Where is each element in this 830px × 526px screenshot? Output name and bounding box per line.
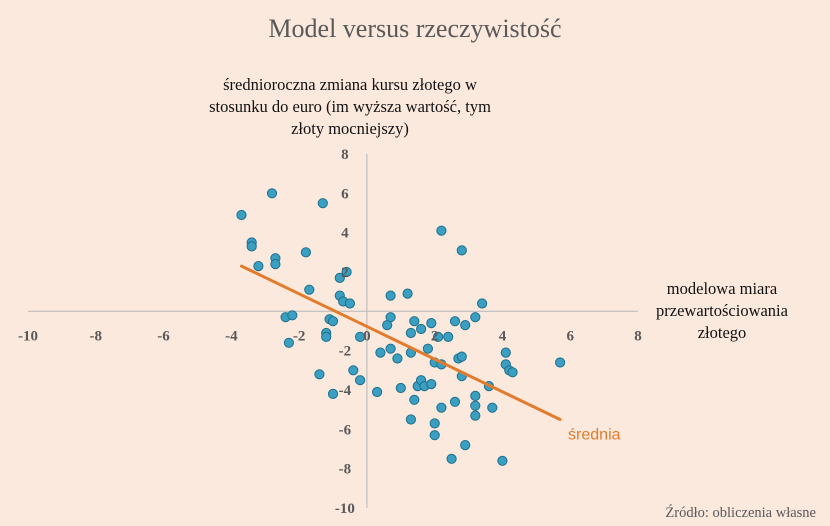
tick-labels: -10 -8 -6 -4 -2 0 2 4 6 8 -10 -8 -6 -4 -2 2 4 6 8: [18, 147, 642, 517]
y-tick-label: 6: [341, 186, 349, 202]
data-point: [409, 316, 420, 327]
data-point: [429, 430, 440, 441]
scatter-points: [236, 188, 566, 466]
data-point: [555, 357, 566, 368]
data-point: [497, 455, 508, 466]
x-tick-label: 0: [363, 328, 371, 344]
data-point: [456, 245, 467, 256]
data-point: [355, 331, 366, 342]
data-point: [436, 402, 447, 413]
data-point: [460, 440, 471, 451]
x-tick-label: -2: [293, 328, 306, 344]
data-point: [314, 369, 325, 380]
data-point: [487, 402, 498, 413]
data-point: [236, 209, 247, 221]
data-point: [334, 272, 345, 283]
data-point: [470, 400, 481, 411]
data-point: [422, 343, 433, 354]
trend-layer: średnia: [240, 264, 621, 444]
data-point: [270, 259, 281, 270]
data-point: [460, 320, 471, 331]
data-point: [433, 331, 444, 342]
y-tick-label: -6: [339, 422, 352, 438]
data-point: [470, 390, 481, 401]
data-point: [449, 396, 461, 407]
x-tick-label: 4: [499, 328, 507, 344]
data-point: [304, 284, 315, 295]
y-tick-label: -2: [339, 344, 352, 360]
data-point: [355, 375, 366, 386]
data-point: [429, 418, 440, 429]
x-tick-label: 8: [634, 328, 642, 344]
data-point: [443, 331, 454, 342]
x-tick-label: 6: [566, 328, 574, 344]
y-tick-label: 2: [341, 265, 349, 281]
data-point: [426, 318, 437, 329]
data-point: [327, 316, 339, 327]
data-point: [321, 331, 332, 342]
data-point: [426, 379, 437, 390]
data-point: [470, 312, 481, 323]
data-point: [395, 382, 406, 394]
data-point: [416, 323, 427, 335]
y-tick-label: 4: [341, 226, 349, 242]
data-point: [456, 351, 467, 362]
data-point: [507, 367, 518, 378]
data-point: [405, 414, 416, 425]
y-axis-label: średnioroczna zmiana kursu złotego w sto…: [209, 75, 491, 138]
data-point: [446, 453, 457, 464]
data-point: [317, 198, 328, 209]
data-point: [405, 327, 416, 339]
data-point: [385, 290, 396, 301]
data-point: [392, 353, 403, 364]
data-point: [283, 337, 294, 348]
trend-label: średnia: [568, 427, 621, 444]
axes: [28, 154, 638, 508]
data-point: [385, 343, 396, 354]
data-point: [385, 312, 396, 323]
chart-title: Model versus rzeczywistość: [268, 14, 562, 43]
x-tick-label: 2: [431, 328, 439, 344]
data-point: [436, 225, 447, 236]
y-tick-label: -4: [339, 383, 352, 399]
data-point: [344, 298, 355, 309]
data-point: [341, 266, 352, 278]
x-axis-label: modelowa miara przewartościowania złoteg…: [656, 279, 788, 342]
y-tick-label: -10: [335, 501, 355, 517]
data-point: [500, 347, 511, 358]
trend-line: [240, 264, 562, 421]
data-point: [253, 261, 264, 272]
data-point: [470, 410, 481, 421]
data-point: [287, 310, 298, 321]
data-point: [477, 298, 488, 309]
data-point: [348, 365, 359, 376]
x-tick-label: -8: [90, 328, 103, 344]
x-tick-label: -6: [157, 328, 170, 344]
data-point: [300, 247, 311, 258]
data-point: [409, 394, 420, 405]
data-point: [266, 188, 278, 199]
data-point: [449, 316, 461, 327]
data-point: [375, 347, 386, 358]
y-tick-label: -8: [339, 462, 352, 478]
y-tick-label: 8: [341, 147, 349, 163]
x-tick-label: -4: [225, 328, 238, 344]
data-point: [246, 241, 257, 252]
data-point: [372, 386, 383, 398]
data-point: [327, 388, 339, 399]
x-tick-label: -10: [18, 328, 38, 344]
data-point: [402, 288, 413, 299]
source-note: Źródło: obliczenia własne: [665, 505, 816, 521]
